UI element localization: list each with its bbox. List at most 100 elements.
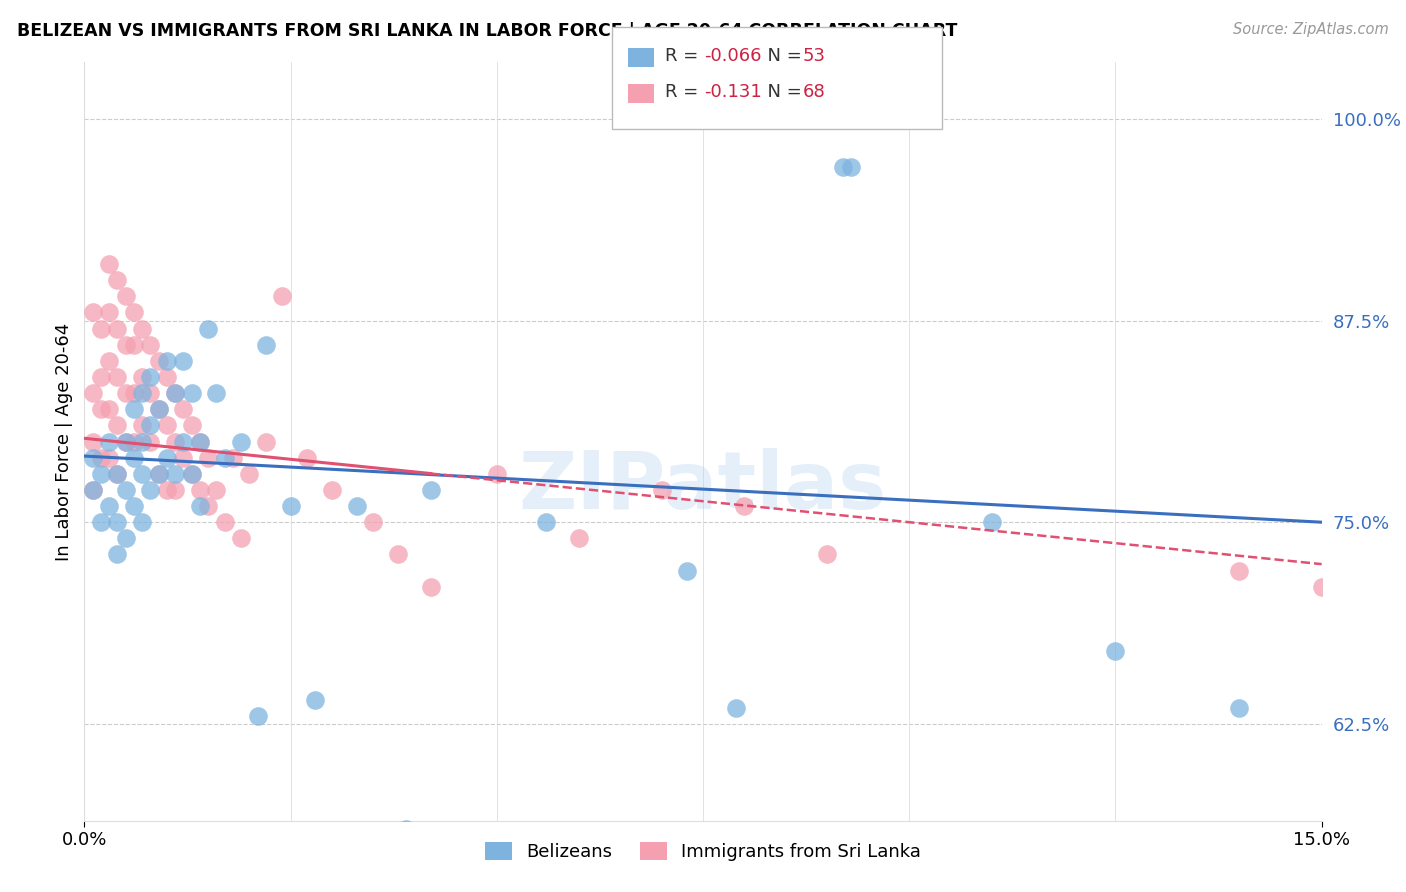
Point	[98, 402, 121, 417]
Point	[139, 418, 162, 433]
Point	[148, 467, 170, 481]
Point	[180, 467, 202, 481]
Point	[114, 434, 136, 449]
Point	[82, 450, 104, 465]
Point	[98, 305, 121, 319]
Point	[197, 321, 219, 335]
Point	[536, 515, 558, 529]
Point	[98, 257, 121, 271]
Point	[90, 515, 112, 529]
Point	[122, 386, 145, 401]
Point	[395, 822, 418, 836]
Point	[105, 515, 128, 529]
Point	[229, 532, 252, 546]
Point	[172, 450, 194, 465]
Point	[1227, 700, 1250, 714]
Point	[90, 321, 112, 335]
Point	[139, 337, 162, 351]
Point	[1104, 644, 1126, 658]
Point	[815, 548, 838, 562]
Text: N =: N =	[756, 83, 808, 101]
Point	[139, 434, 162, 449]
Point	[180, 386, 202, 401]
Text: N =: N =	[756, 47, 808, 65]
Point	[180, 418, 202, 433]
Point	[148, 467, 170, 481]
Legend: Belizeans, Immigrants from Sri Lanka: Belizeans, Immigrants from Sri Lanka	[478, 835, 928, 869]
Point	[304, 692, 326, 706]
Point	[280, 499, 302, 513]
Point	[114, 483, 136, 497]
Point	[165, 386, 187, 401]
Point	[105, 548, 128, 562]
Point	[105, 418, 128, 433]
Point	[105, 273, 128, 287]
Point	[180, 467, 202, 481]
Text: ZIPatlas: ZIPatlas	[519, 448, 887, 526]
Point	[832, 161, 855, 175]
Point	[98, 499, 121, 513]
Point	[82, 434, 104, 449]
Text: -0.066: -0.066	[704, 47, 762, 65]
Point	[321, 483, 343, 497]
Point	[188, 434, 211, 449]
Point	[98, 450, 121, 465]
Y-axis label: In Labor Force | Age 20-64: In Labor Force | Age 20-64	[55, 322, 73, 561]
Point	[114, 532, 136, 546]
Point	[188, 483, 211, 497]
Point	[387, 548, 409, 562]
Point	[105, 467, 128, 481]
Text: R =: R =	[665, 83, 710, 101]
Point	[238, 467, 260, 481]
Point	[156, 370, 179, 384]
Point	[254, 434, 277, 449]
Text: 53: 53	[803, 47, 825, 65]
Point	[197, 450, 219, 465]
Point	[229, 434, 252, 449]
Point	[131, 467, 153, 481]
Point	[841, 161, 863, 175]
Text: Source: ZipAtlas.com: Source: ZipAtlas.com	[1233, 22, 1389, 37]
Point	[122, 499, 145, 513]
Point	[675, 564, 697, 578]
Point	[105, 467, 128, 481]
Point	[165, 434, 187, 449]
Point	[188, 499, 211, 513]
Point	[90, 450, 112, 465]
Point	[114, 289, 136, 303]
Point	[485, 467, 508, 481]
Point	[148, 354, 170, 368]
Point	[131, 515, 153, 529]
Point	[214, 450, 236, 465]
Point	[205, 483, 228, 497]
Point	[82, 483, 104, 497]
Point	[82, 305, 104, 319]
Text: BELIZEAN VS IMMIGRANTS FROM SRI LANKA IN LABOR FORCE | AGE 20-64 CORRELATION CHA: BELIZEAN VS IMMIGRANTS FROM SRI LANKA IN…	[17, 22, 957, 40]
Point	[419, 580, 441, 594]
Point	[122, 450, 145, 465]
Point	[122, 305, 145, 319]
Point	[172, 434, 194, 449]
Point	[98, 434, 121, 449]
Point	[165, 386, 187, 401]
Point	[733, 499, 755, 513]
Point	[568, 532, 591, 546]
Point	[156, 483, 179, 497]
Point	[980, 515, 1002, 529]
Point	[295, 450, 318, 465]
Point	[139, 483, 162, 497]
Point	[361, 515, 384, 529]
Point	[205, 386, 228, 401]
Point	[156, 418, 179, 433]
Point	[1227, 564, 1250, 578]
Point	[165, 467, 187, 481]
Point	[98, 354, 121, 368]
Point	[222, 450, 245, 465]
Point	[172, 402, 194, 417]
Point	[188, 434, 211, 449]
Text: 68: 68	[803, 83, 825, 101]
Point	[346, 499, 368, 513]
Point	[131, 321, 153, 335]
Point	[1310, 580, 1333, 594]
Point	[156, 450, 179, 465]
